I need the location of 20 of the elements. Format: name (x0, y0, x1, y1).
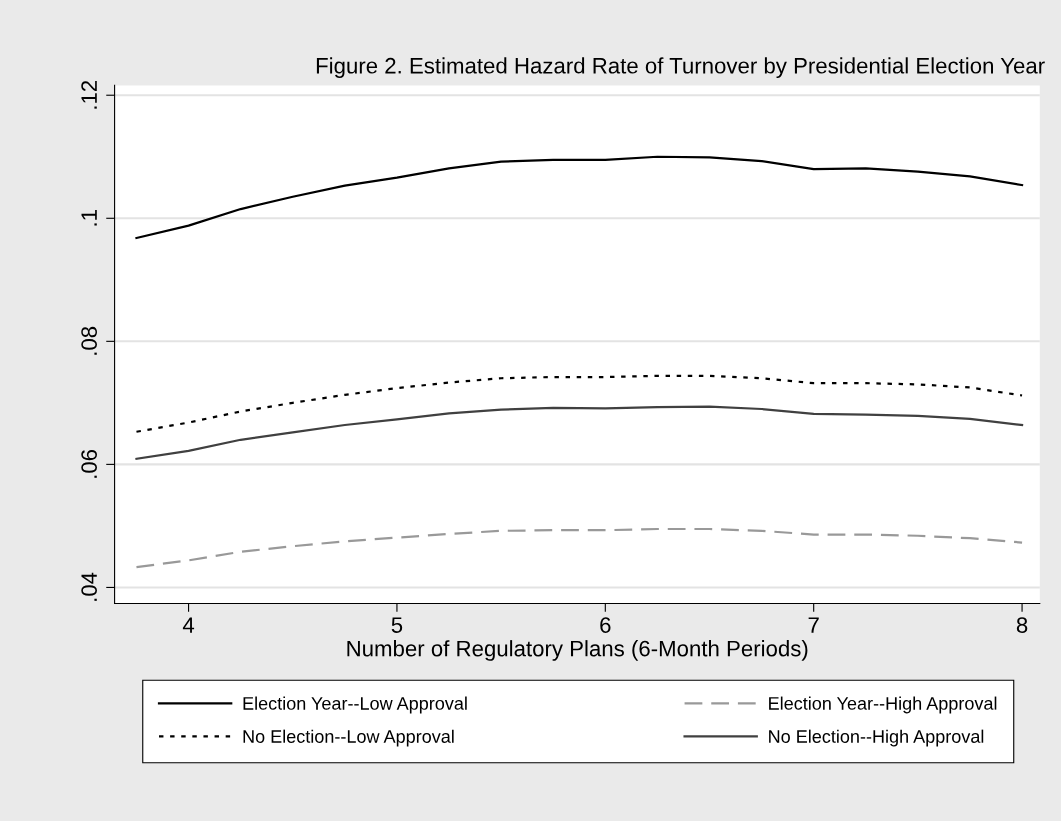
y-tick-label: .06 (81, 449, 97, 478)
y-tick-label: .08 (81, 326, 97, 355)
legend-label: Election Year--High Approval (769, 696, 997, 714)
x-tick-label: 6 (600, 617, 611, 633)
chart-title: Figure 2. Estimated Hazard Rate of Turnover by Presidential Election Year (316, 57, 1045, 78)
legend-label: No Election--Low Approval (243, 729, 454, 747)
y-tick-label: .12 (81, 80, 97, 109)
x-axis-title: Number of Regulatory Plans (6-Month Periods) (347, 640, 808, 661)
line-series (135, 155, 1024, 240)
y-tick-label: .04 (81, 572, 97, 601)
line-series (135, 405, 1024, 460)
x-tick-label: 7 (808, 617, 819, 633)
x-tick-label: 8 (1016, 617, 1028, 633)
line-series (135, 374, 1024, 433)
legend-label: Election Year--Low Approval (243, 696, 467, 714)
x-tick-label: 4 (182, 617, 195, 633)
x-tick-label: 5 (391, 617, 403, 633)
line-series (135, 527, 1024, 569)
legend-label: No Election--High Approval (769, 729, 984, 747)
y-tick-label: .1 (81, 210, 97, 226)
